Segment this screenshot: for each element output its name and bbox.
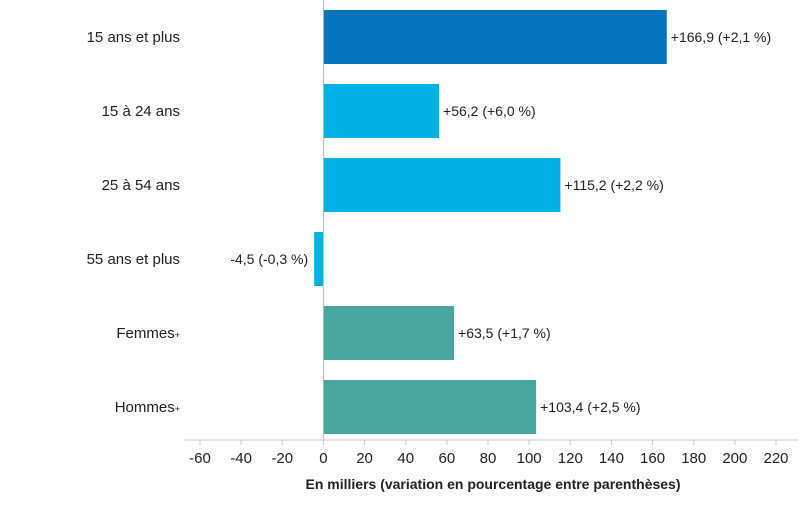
category-label: Femmes+ bbox=[116, 325, 180, 342]
bar bbox=[323, 158, 561, 212]
category-label: 25 à 54 ans bbox=[102, 177, 180, 194]
bar bbox=[314, 232, 324, 286]
x-axis-ticks: -60 -40 -20 0 20 40 60 80 100 120 140 160 180 200 220 bbox=[189, 440, 789, 467]
x-tick-label: 220 bbox=[763, 450, 788, 467]
x-tick-label: 140 bbox=[599, 450, 624, 467]
x-tick-label: 160 bbox=[640, 450, 665, 467]
x-axis-title: En milliers (variation en pourcentage en… bbox=[306, 476, 681, 492]
category-label-superscript: + bbox=[175, 404, 180, 414]
category-label: 15 ans et plus bbox=[87, 29, 180, 46]
category-label-text: Femmes bbox=[116, 325, 174, 342]
x-tick-label: 20 bbox=[356, 450, 373, 467]
category-label-text: 15 ans et plus bbox=[87, 29, 180, 46]
category-label-text: Hommes bbox=[115, 399, 175, 416]
x-tick-label: 120 bbox=[558, 450, 583, 467]
category-labels: 15 ans et plus 15 à 24 ans 25 à 54 ans 55 a… bbox=[87, 29, 180, 416]
x-tick-label: -20 bbox=[271, 450, 293, 467]
data-label: +103,4 (+2,5 %) bbox=[540, 399, 640, 415]
bars-group bbox=[314, 10, 667, 434]
bar bbox=[323, 380, 537, 434]
x-tick-label: 0 bbox=[319, 450, 327, 467]
category-label-text: 15 à 24 ans bbox=[102, 103, 180, 120]
data-label: +115,2 (+2,2 %) bbox=[564, 177, 663, 193]
data-label: +56,2 (+6,0 %) bbox=[443, 103, 536, 119]
x-tick-label: 200 bbox=[722, 450, 747, 467]
data-label: +63,5 (+1,7 %) bbox=[458, 325, 551, 341]
x-tick-label: -60 bbox=[189, 450, 211, 467]
bar bbox=[323, 10, 667, 64]
category-label-text: 25 à 54 ans bbox=[102, 177, 180, 194]
x-tick-label: 100 bbox=[517, 450, 542, 467]
category-label-text: 55 ans et plus bbox=[87, 251, 180, 268]
category-label: 55 ans et plus bbox=[87, 251, 180, 268]
data-label: -4,5 (-0,3 %) bbox=[230, 251, 308, 267]
bar bbox=[323, 306, 455, 360]
x-tick-label: 40 bbox=[397, 450, 414, 467]
x-tick-label: -40 bbox=[230, 450, 252, 467]
x-tick-label: 180 bbox=[681, 450, 706, 467]
category-label-superscript: + bbox=[175, 330, 180, 340]
category-label: 15 à 24 ans bbox=[102, 103, 180, 120]
x-tick-label: 80 bbox=[480, 450, 497, 467]
value-labels: +166,9 (+2,1 %) +56,2 (+6,0 %) +115,2 (+2,… bbox=[230, 29, 771, 415]
category-label: Hommes+ bbox=[115, 399, 180, 416]
x-tick-label: 60 bbox=[439, 450, 456, 467]
bar bbox=[323, 84, 440, 138]
data-label: +166,9 (+2,1 %) bbox=[671, 29, 771, 45]
